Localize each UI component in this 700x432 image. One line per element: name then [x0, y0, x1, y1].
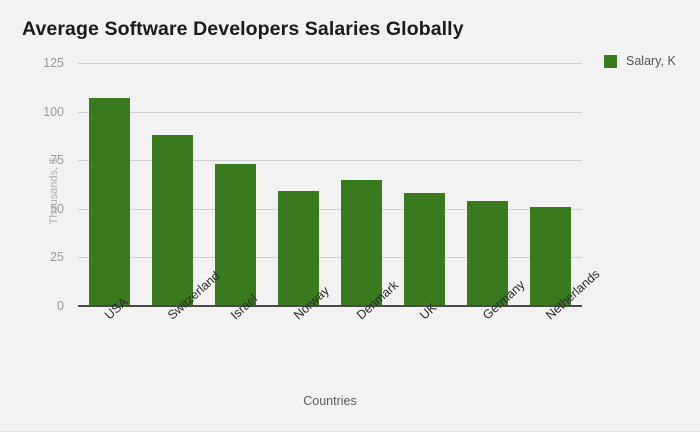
legend-swatch-salary	[604, 54, 617, 68]
gridline	[78, 257, 582, 259]
plot-area	[78, 63, 582, 307]
y-axis-tick-label: 125	[43, 56, 64, 70]
y-axis-tick-label: 100	[43, 104, 64, 119]
bar[interactable]	[404, 193, 445, 306]
y-axis-tick-label: 50	[50, 201, 64, 216]
gridline	[78, 63, 582, 64]
bar[interactable]	[530, 206, 571, 306]
bar[interactable]	[89, 98, 130, 306]
gridline	[78, 111, 582, 113]
y-axis-title: Thousands, $	[48, 157, 60, 225]
bar[interactable]	[152, 134, 193, 306]
chart-title: Average Software Developers Salaries Glo…	[22, 18, 464, 40]
y-axis-tick-label: 25	[50, 250, 64, 265]
chart-legend[interactable]: Salary, K	[604, 54, 676, 68]
bar[interactable]	[341, 179, 382, 306]
x-axis-tick-labels: USA Switzerland Israel Norway Denmark UK Germa…	[78, 267, 602, 376]
gridline	[78, 208, 582, 210]
bar[interactable]	[215, 164, 256, 306]
y-axis-tick-label: 0	[57, 299, 64, 313]
bar[interactable]	[467, 201, 508, 306]
bar[interactable]	[278, 191, 319, 306]
x-axis-title: Countries	[303, 394, 357, 408]
x-axis-line	[78, 305, 582, 307]
legend-label-salary: Salary, K	[626, 54, 676, 68]
bar-series-salary	[78, 63, 582, 306]
y-axis-tick-labels: 125 100 75 50 25 0	[0, 56, 70, 313]
y-axis-tick-label: 75	[50, 153, 64, 168]
gridline	[78, 160, 582, 162]
